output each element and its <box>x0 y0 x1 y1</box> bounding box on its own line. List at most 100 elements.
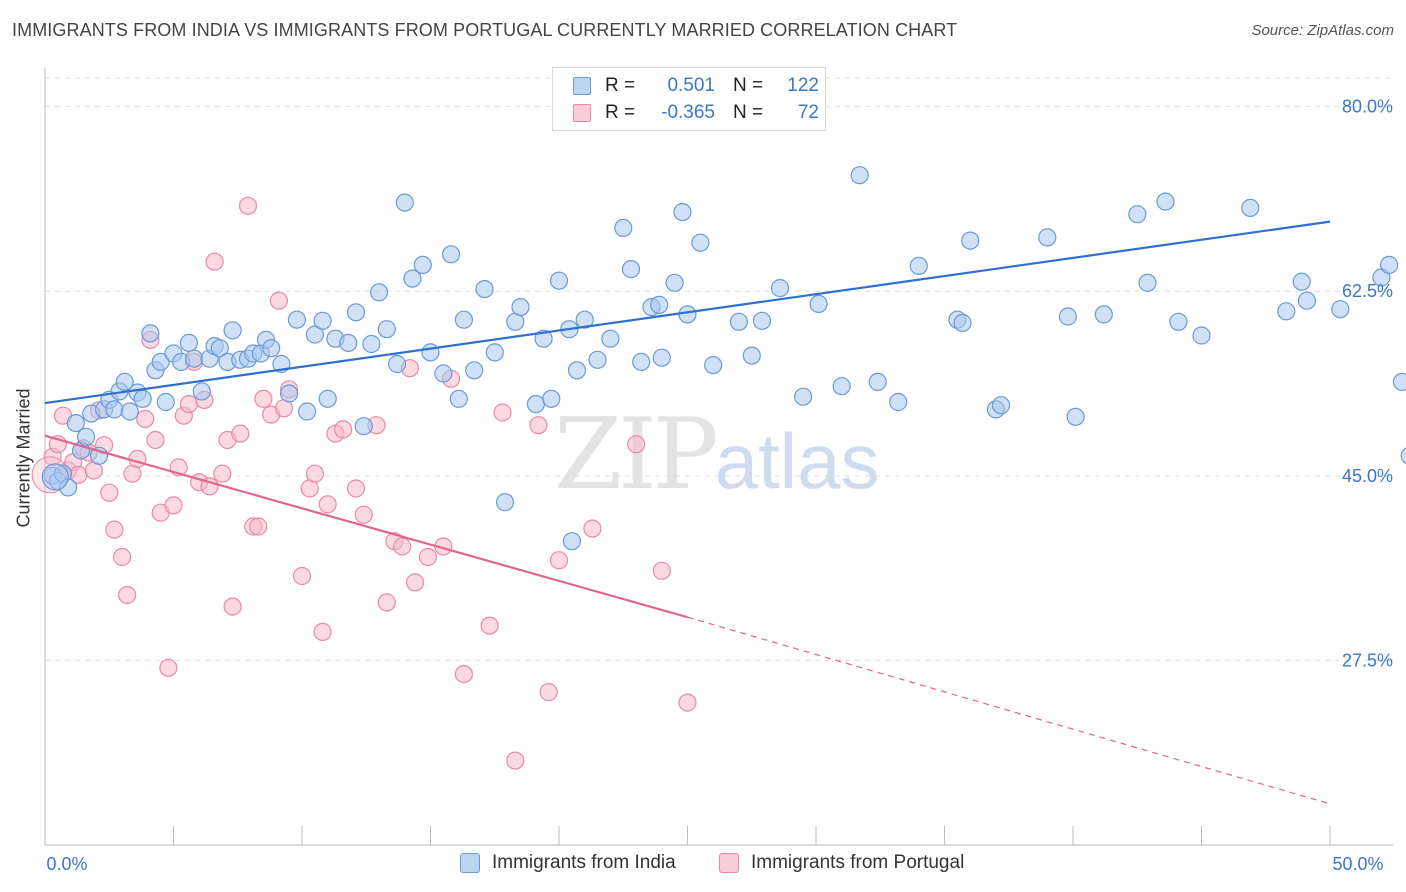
portugal-point <box>506 751 525 770</box>
portugal-point <box>100 483 119 502</box>
india-point <box>465 361 484 380</box>
india-point <box>534 329 553 348</box>
india-point <box>562 532 582 551</box>
india-point <box>793 387 813 406</box>
india-point <box>185 349 204 368</box>
portugal-point <box>146 430 165 450</box>
india-point <box>377 320 396 339</box>
y-tick-label: 45.0% <box>1342 466 1393 486</box>
india-point <box>280 384 299 403</box>
portugal-point <box>354 505 373 524</box>
india-point <box>1038 228 1057 247</box>
india-point <box>704 356 723 375</box>
india-point <box>691 233 710 252</box>
india-point <box>1392 372 1406 391</box>
india-point <box>454 310 473 329</box>
india-point <box>346 303 366 322</box>
portugal-point <box>377 593 396 612</box>
legend-n-key-india: N = <box>733 75 764 96</box>
correlation-legend: R = 0.501 N = 122 R = -0.365 N = 72 <box>552 67 826 131</box>
portugal-trend-line <box>44 434 688 619</box>
india-point <box>339 333 358 352</box>
portugal-point <box>164 496 183 515</box>
axis-layer <box>44 68 1393 846</box>
india-point <box>120 402 139 421</box>
legend-row-portugal: R = -0.365 N = 72 <box>573 100 819 126</box>
india-point <box>442 245 461 264</box>
india-point <box>909 256 928 275</box>
india-point <box>673 203 692 222</box>
watermark-atlas: atlas <box>714 417 880 505</box>
india-point <box>588 350 607 369</box>
india-point <box>318 389 337 408</box>
portugal-points-layer <box>31 196 697 770</box>
india-point <box>1241 198 1260 217</box>
india-point <box>1379 255 1399 274</box>
india-point <box>809 294 828 313</box>
portugal-point <box>493 403 512 422</box>
india-point <box>953 313 972 332</box>
portugal-point <box>334 420 353 439</box>
india-point <box>1331 300 1350 319</box>
legend-swatch-india <box>573 77 591 95</box>
india-point <box>495 493 515 512</box>
y-tick-label: 27.5% <box>1342 650 1393 670</box>
portugal-point <box>112 547 132 567</box>
tick-label-layer: 27.5% 45.0% 62.5% 80.0% 0.0% 50.0% <box>46 97 1393 874</box>
india-point <box>1156 192 1175 211</box>
legend-n-value-india: 122 <box>787 75 819 96</box>
india-point <box>1066 407 1085 426</box>
india-point <box>434 364 453 383</box>
bottom-legend-label-portugal: Immigrants from Portugal <box>751 852 965 873</box>
portugal-point <box>346 479 366 498</box>
india-point <box>868 372 887 391</box>
portugal-point <box>393 537 412 556</box>
portugal-point <box>223 597 242 616</box>
portugal-point <box>118 585 137 605</box>
india-point <box>1128 205 1147 224</box>
chart-title: IMMIGRANTS FROM INDIA VS IMMIGRANTS FROM… <box>12 20 958 40</box>
legend-n-key-portugal: N = <box>733 102 764 123</box>
bottom-legend-swatch-portugal <box>719 853 739 873</box>
legend-n-value-portugal: 72 <box>797 102 819 123</box>
india-point <box>742 346 761 365</box>
india-point <box>961 231 980 250</box>
india-point <box>632 352 651 371</box>
portugal-point <box>480 616 499 635</box>
legend-r-value-india: 0.501 <box>667 75 715 96</box>
india-point <box>413 255 432 274</box>
bottom-legend-label-india: Immigrants from India <box>492 852 676 873</box>
india-point <box>650 295 669 314</box>
portugal-point <box>292 566 312 586</box>
india-point <box>388 354 407 374</box>
india-point <box>1292 272 1311 291</box>
portugal-point <box>418 547 437 567</box>
india-point <box>475 280 494 299</box>
india-point <box>1192 326 1211 345</box>
india-point <box>287 310 306 329</box>
india-point <box>262 339 281 358</box>
trend-layer <box>44 220 1331 805</box>
india-point <box>354 417 373 436</box>
portugal-point <box>652 561 671 580</box>
india-point <box>66 414 85 433</box>
bottom-legend-swatch-india <box>460 853 480 873</box>
portugal-point <box>136 409 155 428</box>
india-point <box>678 305 697 324</box>
india-point <box>752 311 772 330</box>
india-point-cluster <box>41 463 69 491</box>
india-point <box>192 382 211 401</box>
portugal-point <box>583 519 602 538</box>
india-point <box>156 392 175 412</box>
india-point <box>179 333 198 352</box>
portugal-point <box>159 658 178 677</box>
india-point <box>313 311 332 330</box>
india-point <box>526 395 546 414</box>
india-point <box>298 402 317 421</box>
india-point <box>1094 305 1113 324</box>
india-point <box>511 298 530 317</box>
india-point <box>601 329 620 348</box>
portugal-point <box>105 520 124 539</box>
portugal-point <box>626 435 646 454</box>
legend-r-key-india: R = <box>605 75 636 96</box>
